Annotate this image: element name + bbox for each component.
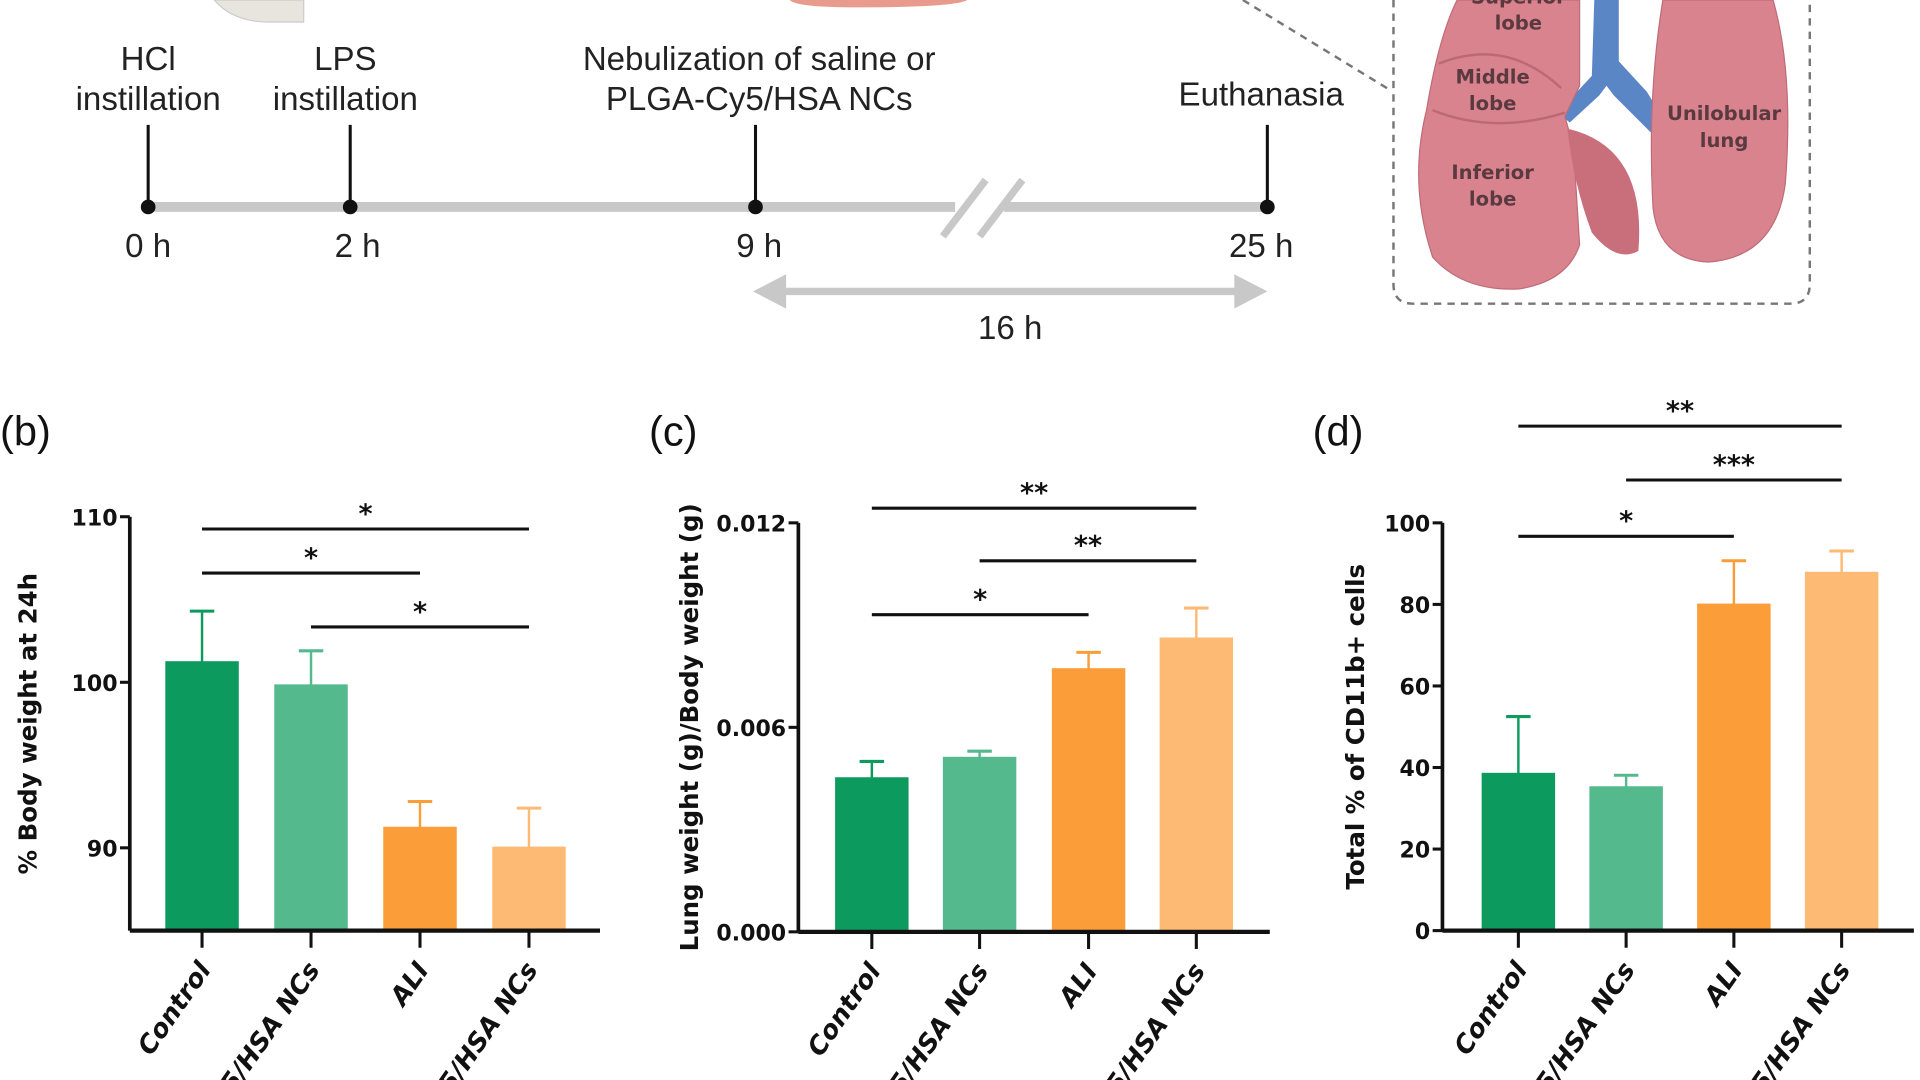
zoom-dashed-line	[1242, 0, 1392, 92]
x-tick-label: ALI	[384, 956, 436, 1013]
event-label-line2: PLGA-Cy5/HSA NCs	[606, 81, 913, 118]
bar	[835, 777, 909, 934]
event-label-line2: instillation	[273, 81, 418, 118]
panel-label: (b)	[0, 408, 51, 455]
event-time: 2 h	[335, 228, 381, 265]
y-tick-label: 110	[72, 506, 118, 531]
bar	[492, 846, 566, 932]
event-dot	[748, 199, 763, 215]
bar	[1589, 786, 1663, 932]
unilobular-lung-label-2: lung	[1700, 129, 1749, 152]
y-axis-label: Lung weight (g)/Body weight (g)	[675, 503, 704, 951]
nebulizer-illustration-fragment	[789, 0, 968, 8]
y-tick-label: 40	[1400, 757, 1431, 782]
event-label: LPS	[314, 41, 376, 78]
event-label-line2: instillation	[76, 81, 221, 118]
x-tick-label: ALI	[1697, 956, 1749, 1013]
event-label: HCl	[121, 41, 176, 78]
x-tick-label: Control	[1448, 956, 1534, 1061]
bar	[383, 826, 457, 932]
y-tick-label: 0	[1415, 920, 1430, 945]
y-tick-label: 20	[1400, 839, 1431, 864]
event-time: 9 h	[736, 228, 782, 265]
significance-label: ***	[1713, 450, 1755, 481]
timeline-event: Euthanasia 25 h	[1179, 76, 1345, 265]
event-label: Nebulization of saline or	[583, 41, 936, 78]
left-lung-illustration	[1650, 0, 1789, 263]
event-dot	[1260, 199, 1275, 215]
bar-chart-d: (d)Total % of CD11b+ cellsControlCy5/HSA…	[1313, 396, 1914, 1080]
x-tick-label: Control	[802, 957, 888, 1062]
y-tick-label: 80	[1400, 594, 1431, 619]
bar	[165, 661, 239, 932]
y-tick-label: 90	[87, 837, 118, 862]
event-dot	[342, 199, 358, 215]
bar	[1804, 571, 1879, 932]
superior-lobe-label: Superior	[1471, 0, 1566, 9]
significance-label: **	[1074, 531, 1102, 562]
bar	[1159, 637, 1234, 934]
bar	[1051, 668, 1126, 934]
y-tick-label: 100	[1384, 512, 1430, 537]
panel-label: (c)	[649, 408, 698, 455]
significance-label: *	[358, 499, 372, 530]
bar	[1481, 772, 1556, 932]
x-tick-label: Control	[132, 956, 218, 1061]
significance-label: *	[973, 585, 987, 616]
significance-label: **	[1020, 478, 1048, 509]
middle-lobe-label: Middle	[1456, 65, 1530, 88]
event-time: 25 h	[1229, 228, 1293, 265]
bar	[274, 684, 348, 932]
significance-label: *	[413, 597, 427, 628]
y-tick-label: 0.012	[716, 512, 786, 537]
event-label: Euthanasia	[1179, 76, 1345, 113]
superior-lobe-label-2: lobe	[1495, 11, 1542, 34]
y-tick-label: 100	[72, 672, 118, 697]
y-tick-label: 0.000	[716, 921, 786, 946]
lung-inset: Superior lobe Middle lobe Inferior lobe …	[1392, 0, 1812, 305]
event-time: 0 h	[125, 228, 171, 265]
unilobular-lung-label: Unilobular	[1667, 102, 1782, 125]
x-tick-label: ALI	[1052, 957, 1104, 1014]
interval-label: 16 h	[978, 310, 1042, 347]
inferior-lobe-label: Inferior	[1451, 161, 1534, 184]
panel-label: (d)	[1313, 408, 1364, 455]
significance-label: **	[1666, 396, 1694, 427]
y-axis-label: % Body weight at 24h	[14, 573, 43, 874]
bar	[1697, 603, 1771, 932]
middle-lobe-label-2: lobe	[1469, 92, 1516, 115]
airway-illustration	[1557, 0, 1666, 133]
significance-label: *	[304, 543, 318, 574]
bar	[942, 756, 1017, 934]
event-dot	[140, 199, 156, 215]
y-tick-label: 0.006	[716, 717, 786, 742]
interval-arrow: 16 h	[753, 274, 1268, 347]
significance-label: *	[1619, 506, 1633, 537]
y-tick-label: 60	[1400, 676, 1431, 701]
bar-chart-c: (c) Lung weight (g)/Body weight (g) Contro…	[649, 408, 1270, 1080]
mouse-illustration-fragment	[213, 0, 305, 23]
y-axis-label: Total % of CD11b+ cells	[1341, 564, 1370, 890]
right-lung-illustration	[1418, 0, 1581, 290]
inferior-lobe-label-2: lobe	[1469, 188, 1516, 211]
